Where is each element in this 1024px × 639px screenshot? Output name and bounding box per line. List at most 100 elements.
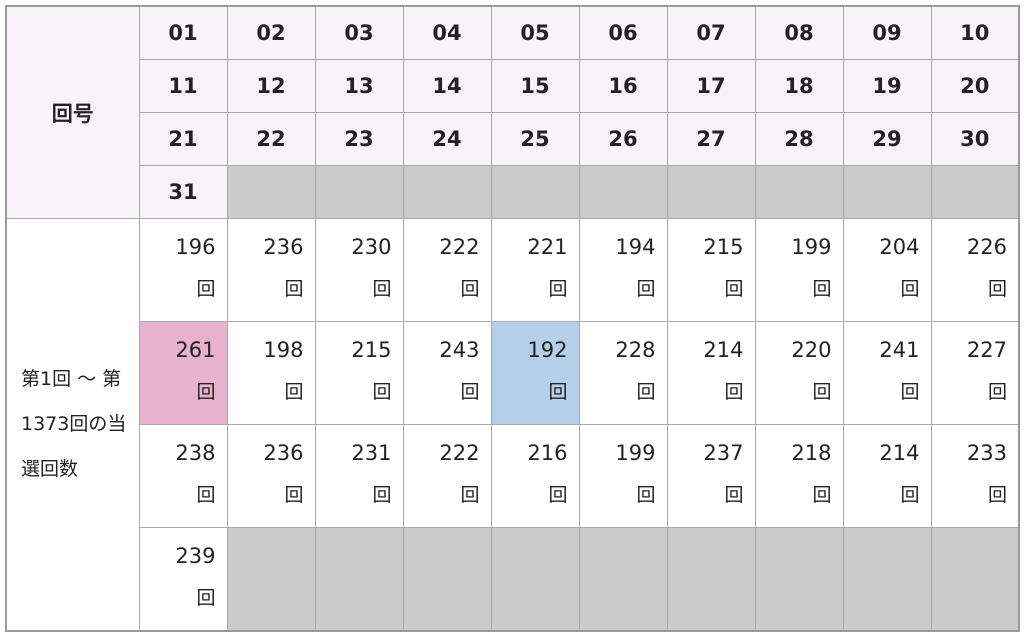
empty-cell bbox=[842, 165, 932, 219]
count-unit: 回 bbox=[284, 484, 304, 506]
count-unit: 回 bbox=[196, 484, 216, 506]
draw-number-cell: 20 bbox=[930, 59, 1020, 113]
draw-number-cell: 01 bbox=[138, 5, 228, 60]
empty-cell bbox=[578, 165, 668, 219]
count-cell: 194 回 bbox=[578, 218, 668, 322]
count-value: 231 bbox=[351, 441, 392, 465]
count-unit: 回 bbox=[812, 381, 832, 403]
count-value: 236 bbox=[263, 441, 304, 465]
draw-number-cell: 10 bbox=[930, 5, 1020, 60]
count-value: 215 bbox=[351, 338, 392, 362]
count-unit: 回 bbox=[987, 484, 1007, 506]
draw-number-cell: 22 bbox=[226, 112, 316, 166]
count-cell: 241 回 bbox=[842, 321, 932, 425]
count-row: 第1回 ～ 第1373回の当選回数 196 回 236 回 230 回 222 回 221 回 194… bbox=[5, 218, 1020, 632]
header-row: 31 bbox=[6, 165, 1020, 219]
draw-number-cell: 12 bbox=[226, 59, 316, 113]
count-cell: 243 回 bbox=[402, 321, 492, 425]
count-cell: 204 回 bbox=[842, 218, 932, 322]
empty-cell bbox=[842, 527, 932, 632]
count-value: 230 bbox=[351, 235, 392, 259]
draw-number-cell: 28 bbox=[754, 112, 844, 166]
count-unit: 回 bbox=[196, 587, 216, 609]
count-row: 239 回 bbox=[6, 527, 1020, 632]
count-cell: 222 回 bbox=[402, 218, 492, 322]
count-value: 239 bbox=[175, 544, 216, 568]
header-row: 11 12 13 14 15 16 17 18 19 20 bbox=[6, 59, 1020, 113]
count-unit: 回 bbox=[372, 484, 392, 506]
count-value: 226 bbox=[966, 235, 1007, 259]
count-unit: 回 bbox=[724, 381, 744, 403]
count-cell: 220 回 bbox=[754, 321, 844, 425]
empty-cell bbox=[314, 165, 404, 219]
count-cell: 230 回 bbox=[314, 218, 404, 322]
count-unit: 回 bbox=[900, 278, 920, 300]
count-unit: 回 bbox=[900, 484, 920, 506]
count-value: 204 bbox=[879, 235, 920, 259]
draw-number-cell: 13 bbox=[314, 59, 404, 113]
count-value: 241 bbox=[879, 338, 920, 362]
count-cell: 199 回 bbox=[578, 424, 668, 528]
empty-cell bbox=[578, 527, 668, 632]
count-value: 194 bbox=[615, 235, 656, 259]
count-unit: 回 bbox=[460, 484, 480, 506]
count-value: 220 bbox=[791, 338, 832, 362]
count-unit: 回 bbox=[724, 484, 744, 506]
count-cell: 239 回 bbox=[138, 527, 228, 632]
count-cell: 218 回 bbox=[754, 424, 844, 528]
draw-number-cell: 14 bbox=[402, 59, 492, 113]
count-cell: 214 回 bbox=[842, 424, 932, 528]
count-cell: 236 回 bbox=[226, 218, 316, 322]
draw-number-cell: 02 bbox=[226, 5, 316, 60]
draw-number-cell: 04 bbox=[402, 5, 492, 60]
draw-number-cell: 29 bbox=[842, 112, 932, 166]
empty-cell bbox=[226, 165, 316, 219]
count-value: 236 bbox=[263, 235, 304, 259]
count-unit: 回 bbox=[196, 381, 216, 403]
draw-number-cell: 25 bbox=[490, 112, 580, 166]
count-value: 214 bbox=[703, 338, 744, 362]
count-value: 227 bbox=[966, 338, 1007, 362]
count-unit: 回 bbox=[812, 484, 832, 506]
count-cell: 196 回 bbox=[138, 218, 228, 322]
count-value: 233 bbox=[966, 441, 1007, 465]
count-value: 221 bbox=[527, 235, 568, 259]
count-unit: 回 bbox=[548, 278, 568, 300]
count-value: 214 bbox=[879, 441, 920, 465]
count-value: 228 bbox=[615, 338, 656, 362]
count-cell: 199 回 bbox=[754, 218, 844, 322]
draw-number-cell: 19 bbox=[842, 59, 932, 113]
count-cell: 215 回 bbox=[314, 321, 404, 425]
draw-number-cell: 18 bbox=[754, 59, 844, 113]
count-unit: 回 bbox=[987, 381, 1007, 403]
draw-number-cell: 06 bbox=[578, 5, 668, 60]
count-unit: 回 bbox=[548, 381, 568, 403]
draw-number-cell: 23 bbox=[314, 112, 404, 166]
count-unit: 回 bbox=[460, 278, 480, 300]
count-value: 216 bbox=[527, 441, 568, 465]
empty-cell bbox=[754, 527, 844, 632]
count-unit: 回 bbox=[548, 484, 568, 506]
draw-number-cell: 09 bbox=[842, 5, 932, 60]
count-value: 238 bbox=[175, 441, 216, 465]
count-value: 218 bbox=[791, 441, 832, 465]
count-cell: 216 回 bbox=[490, 424, 580, 528]
empty-cell bbox=[402, 527, 492, 632]
draw-number-cell: 27 bbox=[666, 112, 756, 166]
count-unit: 回 bbox=[636, 484, 656, 506]
empty-cell bbox=[666, 527, 756, 632]
empty-cell bbox=[930, 165, 1020, 219]
count-cell: 237 回 bbox=[666, 424, 756, 528]
draw-number-cell: 26 bbox=[578, 112, 668, 166]
empty-cell bbox=[490, 527, 580, 632]
count-unit: 回 bbox=[812, 278, 832, 300]
empty-cell bbox=[930, 527, 1020, 632]
header-row: 21 22 23 24 25 26 27 28 29 30 bbox=[6, 112, 1020, 166]
count-cell: 221 回 bbox=[490, 218, 580, 322]
count-cell: 236 回 bbox=[226, 424, 316, 528]
count-unit: 回 bbox=[372, 278, 392, 300]
count-value: 243 bbox=[439, 338, 480, 362]
count-unit: 回 bbox=[900, 381, 920, 403]
draw-number-cell: 05 bbox=[490, 5, 580, 60]
header-label: 回号 bbox=[5, 5, 140, 219]
